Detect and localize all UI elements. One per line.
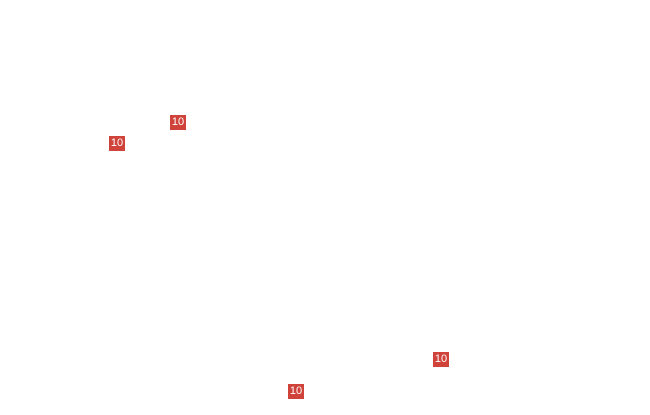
count-badge[interactable]: 10 <box>170 115 186 130</box>
count-badge[interactable]: 10 <box>288 384 304 399</box>
count-badge[interactable]: 10 <box>109 136 125 151</box>
count-badge[interactable]: 10 <box>433 352 449 367</box>
